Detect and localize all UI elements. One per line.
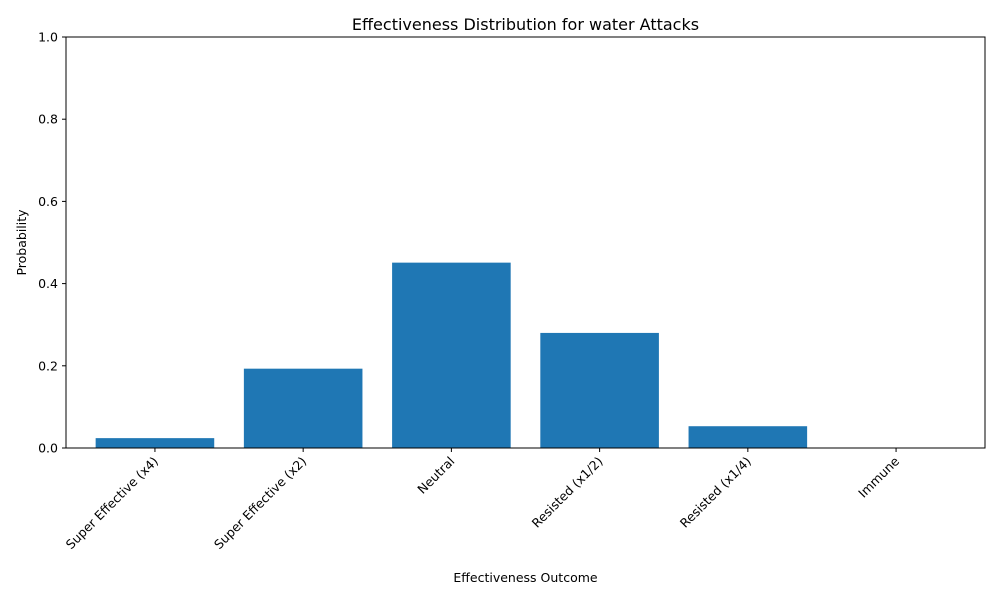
x-axis-label: Effectiveness Outcome bbox=[453, 570, 598, 585]
x-tick-label: Super Effective (x2) bbox=[211, 454, 309, 552]
bar-3 bbox=[540, 332, 659, 448]
y-tick-label: 0.8 bbox=[38, 112, 58, 127]
y-tick-label: 0.0 bbox=[38, 441, 58, 456]
x-tick-label: Super Effective (x4) bbox=[63, 454, 161, 552]
x-tick-label: Resisted (x1/2) bbox=[529, 454, 606, 531]
chart-title: Effectiveness Distribution for water Att… bbox=[352, 15, 699, 34]
x-tick-label: Resisted (x1/4) bbox=[677, 454, 754, 531]
y-tick-label: 0.2 bbox=[38, 358, 58, 373]
plot-frame bbox=[65, 36, 986, 449]
bar-4 bbox=[688, 426, 808, 448]
y-tick-label: 1.0 bbox=[38, 30, 58, 45]
y-tick-label: 0.4 bbox=[38, 276, 58, 291]
bar-0 bbox=[95, 438, 215, 448]
bars-group bbox=[95, 262, 808, 448]
x-tick-label: Immune bbox=[855, 453, 902, 500]
y-tick-label: 0.6 bbox=[38, 194, 58, 209]
x-axis-ticks: Super Effective (x4) Super Effective (x2)… bbox=[63, 448, 902, 552]
y-axis-ticks: 0.0 0.2 0.4 0.6 0.8 1.0 bbox=[38, 30, 66, 456]
bar-2 bbox=[392, 262, 511, 448]
x-tick-label: Neutral bbox=[414, 454, 457, 497]
bar-1 bbox=[243, 368, 363, 448]
y-axis-label: Probability bbox=[14, 209, 29, 276]
